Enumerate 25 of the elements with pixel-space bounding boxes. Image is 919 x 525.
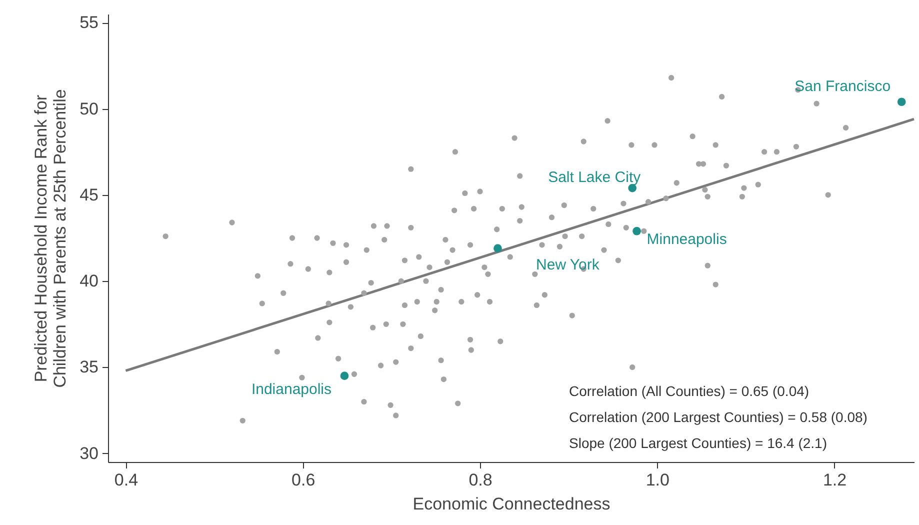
x-tick-label: 1.2 xyxy=(822,470,847,490)
annotation: Indianapolis xyxy=(251,380,332,398)
y-tick-label: 30 xyxy=(80,444,98,463)
annotation: Correlation (All Counties) = 0.65 (0.04) xyxy=(569,383,810,399)
x-tick-label: 0.6 xyxy=(292,470,316,490)
annotation: San Francisco xyxy=(794,78,891,95)
y-tick-label: 50 xyxy=(80,99,98,118)
point xyxy=(897,98,906,106)
y-tick-label: 45 xyxy=(80,185,98,204)
annotation: Slope (200 Largest Counties) = 16.4 (2.1) xyxy=(569,435,827,451)
point xyxy=(340,372,349,380)
y-tick-label: 35 xyxy=(80,358,98,377)
annotation: Correlation (200 Largest Counties) = 0.58 (0.08) xyxy=(569,409,868,425)
x-tick-label: 0.8 xyxy=(468,470,492,490)
annotation: New York xyxy=(536,256,600,274)
annotation: Minneapolis xyxy=(646,231,727,248)
point xyxy=(494,244,502,253)
y-axis-title: Predicted Household Income Rank for Children with Parents at 25th Percentile xyxy=(32,89,70,388)
annotation: Salt Lake City xyxy=(548,169,642,186)
y-tick-label: 40 xyxy=(80,272,98,291)
x-axis-title: Economic Connectedness xyxy=(412,494,610,514)
x-tick-label: 0.4 xyxy=(114,470,138,490)
x-tick-label: 1.0 xyxy=(646,470,670,490)
point xyxy=(632,226,641,236)
y-tick-label: 55 xyxy=(80,13,98,32)
